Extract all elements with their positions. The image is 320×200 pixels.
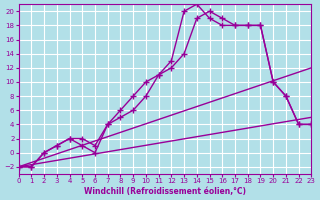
X-axis label: Windchill (Refroidissement éolien,°C): Windchill (Refroidissement éolien,°C) <box>84 187 246 196</box>
